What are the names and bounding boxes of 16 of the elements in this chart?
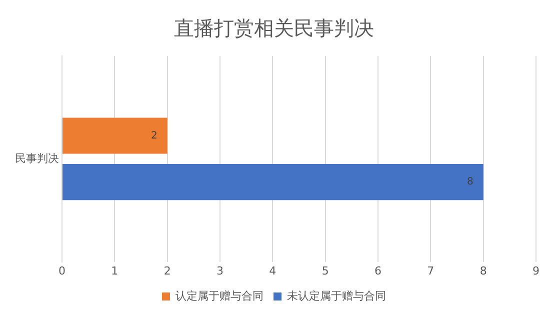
x-tick-label: 1: [111, 264, 118, 278]
x-tick-label: 6: [374, 264, 382, 278]
x-tick-label: 2: [164, 264, 171, 278]
x-tick-label: 4: [269, 264, 276, 278]
y-tick-label: 民事判决: [15, 152, 59, 165]
legend-label: 未认定属于赠与合同: [287, 289, 386, 302]
x-tick-label: 5: [322, 264, 329, 278]
x-tick-label: 0: [58, 264, 66, 278]
x-tick-label: 8: [480, 264, 487, 278]
x-tick-label: 9: [532, 264, 540, 278]
data-label: 8: [466, 176, 474, 188]
chart-title: 直播打赏相关民事判决: [174, 16, 374, 40]
x-tick-label: 3: [216, 264, 224, 278]
data-label: 2: [150, 130, 158, 142]
legend-label: 认定属于赠与合同: [176, 289, 264, 302]
x-tick-label: 7: [427, 264, 434, 278]
